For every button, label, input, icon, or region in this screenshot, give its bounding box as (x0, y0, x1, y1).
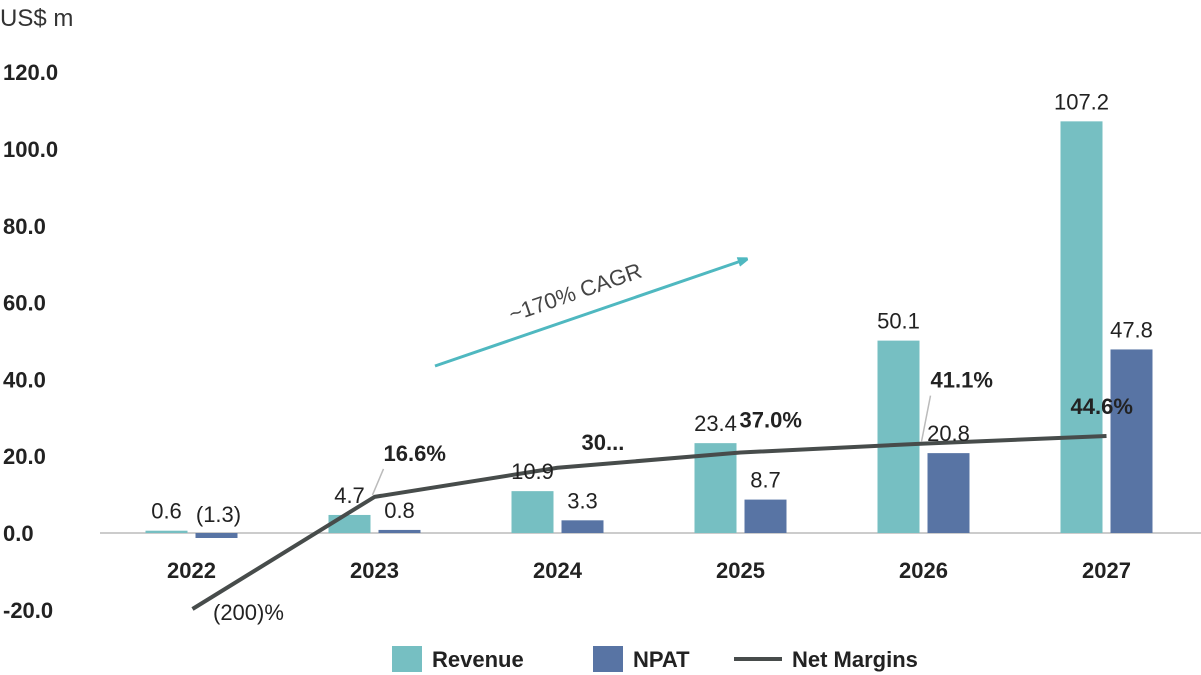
bar-series (145, 121, 1153, 538)
legend-swatch (392, 646, 422, 672)
margin-value-label: 16.6% (384, 441, 446, 466)
npat-bar (927, 453, 970, 533)
y-tick-label: 80.0 (3, 214, 46, 239)
npat-value-label: 3.3 (567, 488, 598, 513)
npat-value-label: 47.8 (1110, 317, 1153, 342)
revenue-bar (1060, 121, 1103, 534)
margin-value-label: 44.6% (1071, 394, 1133, 419)
margin-value-label: (200)% (213, 600, 284, 625)
margin-value-label: 30... (582, 430, 625, 455)
x-tick-label: 2025 (716, 558, 765, 583)
revenue-value-label: 4.7 (334, 483, 365, 508)
y-tick-label: 120.0 (3, 60, 58, 85)
revenue-bar (328, 514, 371, 533)
npat-bar (378, 529, 421, 533)
x-tick-label: 2024 (533, 558, 583, 583)
y-tick-label: 100.0 (3, 137, 58, 162)
margin-value-label: 41.1% (931, 368, 993, 393)
legend-label: Net Margins (792, 647, 918, 672)
cagr-annotation: ~170% CAGR (434, 258, 744, 368)
npat-bar (1110, 349, 1153, 533)
x-axis: 2022 2023 2024 2025 2026 2027 (167, 558, 1131, 583)
legend-label: Revenue (432, 647, 524, 672)
legend: Revenue NPAT Net Margins (392, 646, 918, 672)
revenue-bar (145, 530, 188, 533)
npat-value-label: 0.8 (384, 498, 415, 523)
revenue-value-label: 107.2 (1054, 89, 1109, 114)
revenue-value-label: 0.6 (151, 499, 182, 524)
revenue-bar (877, 340, 920, 533)
legend-label: NPAT (633, 647, 690, 672)
revenue-value-label: 10.9 (511, 459, 554, 484)
margin-leader-line (920, 395, 932, 442)
revenue-bar (694, 443, 737, 533)
net-margins-series (191, 395, 1107, 611)
x-tick-label: 2023 (350, 558, 399, 583)
npat-bar (195, 533, 238, 538)
cagr-arrow (434, 260, 744, 368)
y-tick-label: 0.0 (3, 521, 34, 546)
x-tick-label: 2022 (167, 558, 216, 583)
margin-value-label: 37.0% (740, 408, 802, 433)
unit-label: US$ m (0, 5, 73, 32)
data-labels: 0.6 4.7 10.9 23.4 50.1 107.2 (1.3) 0.8 3.3 8.7 20.… (151, 89, 1153, 625)
revenue-value-label: 23.4 (694, 411, 737, 436)
npat-value-label: 20.8 (927, 421, 970, 446)
y-tick-label: 60.0 (3, 291, 46, 316)
legend-swatch (593, 646, 623, 672)
y-tick-label: 40.0 (3, 367, 46, 392)
npat-value-label: (1.3) (196, 502, 241, 527)
y-axis: -20.0 0.0 20.0 40.0 60.0 80.0 100.0 120.0 (3, 60, 58, 623)
margin-leader-line (371, 468, 385, 496)
revenue-value-label: 50.1 (877, 309, 920, 334)
revenue-bar (511, 491, 554, 533)
npat-value-label: 8.7 (750, 468, 781, 493)
npat-bar (744, 499, 787, 533)
x-tick-label: 2026 (899, 558, 948, 583)
y-tick-label: 20.0 (3, 444, 46, 469)
x-tick-label: 2027 (1082, 558, 1131, 583)
npat-bar (561, 520, 604, 533)
y-tick-label: -20.0 (3, 598, 53, 623)
net-margins-line (191, 434, 1107, 611)
